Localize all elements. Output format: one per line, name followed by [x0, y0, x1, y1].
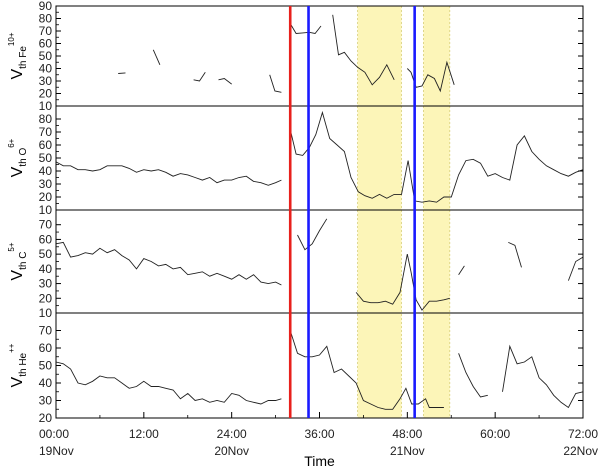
panel-he-ylabel-sup: ++ — [7, 343, 16, 353]
panel-fe-series-segment-8 — [406, 60, 455, 93]
panel-fe-ytick-label-60: 60 — [39, 37, 53, 51]
panel-fe-series-segment-7 — [332, 14, 395, 86]
panel-he-series-segment-4 — [502, 344, 584, 409]
panel-he-ylabel-sub: th He — [18, 352, 29, 376]
panel-c-ylabel-sub: th C — [18, 252, 29, 270]
panel-fe-ytick-label-20: 20 — [39, 87, 53, 101]
x-axis: 00:00 19Nov 12:00 24:00 20Nov 36:00 48:00 21Nov… — [39, 412, 598, 458]
panel-c-ytick-label-20: 20 — [39, 291, 53, 305]
xtick-label-36: 36:00 — [304, 427, 334, 441]
panel-he-ylabel: Vth He++ — [7, 343, 29, 387]
panel-o-ytick-label-50: 50 — [39, 151, 53, 165]
panel-o-ylabel-sup: 6+ — [7, 138, 16, 147]
panel-o-ylabel: Vth O6+ — [7, 138, 29, 177]
panel-fe-series-segment-2 — [152, 49, 161, 65]
panel-fe-ytick-label-30: 30 — [39, 74, 53, 88]
panel-c-series-segment-5 — [508, 241, 522, 268]
panel-he-ytick-label-70: 70 — [39, 324, 53, 338]
xtick-label-12: 12:00 — [129, 427, 159, 441]
panel-o-ytick-label-70: 70 — [39, 125, 53, 139]
panel-c-ytick-label-30: 30 — [39, 277, 53, 291]
panel-c-ylabel-sup: 5+ — [7, 242, 16, 251]
panel-he-ytick-label-40: 40 — [39, 376, 53, 390]
panel-c-ylabel-main: V — [9, 270, 26, 281]
panel-c-series-segment-6 — [567, 256, 584, 281]
panel-c-ytick-label-40: 40 — [39, 262, 53, 276]
panel-he-frame — [55, 312, 584, 419]
panel-o-ytick-label-80: 80 — [39, 112, 53, 126]
xtick-label-72: 72:00 — [568, 427, 598, 441]
panel-fe-ytick-label-70: 70 — [39, 24, 53, 38]
panel-he: 20 30 40 50 60 70 Vth He++ — [7, 312, 584, 425]
shaded-regions — [357, 6, 451, 418]
panel-he-series-segment-3 — [458, 353, 488, 398]
panel-he-series-segment-2 — [289, 330, 444, 410]
panel-c-ytick-label-50: 50 — [39, 247, 53, 261]
panel-he-ytick-label-50: 50 — [39, 359, 53, 373]
panel-o-series-segment-2 — [289, 110, 584, 203]
xtick-date-0: 19Nov — [39, 444, 74, 458]
panel-fe-ytick-label-50: 50 — [39, 49, 53, 63]
panel-he-ylabel-main: V — [9, 376, 26, 387]
panel-fe-series-segment-6 — [289, 23, 322, 34]
panel-c-series-segment-2 — [297, 218, 328, 251]
panel-fe-series-segment-4 — [218, 78, 232, 85]
panel-c-frame — [55, 209, 584, 314]
panel-c-ytick-label-60: 60 — [39, 232, 53, 246]
shaded-region-1 — [357, 6, 402, 418]
panel-o-ylabel-main: V — [9, 166, 26, 177]
xtick-label-60: 60:00 — [480, 427, 510, 441]
xtick-label-0: 00:00 — [39, 427, 69, 441]
xtick-date-72: 22Nov — [563, 444, 598, 458]
panel-o-ytick-label-30: 30 — [39, 177, 53, 191]
panel-c-series-segment-3 — [355, 254, 450, 311]
panel-o-ytick-label-40: 40 — [39, 164, 53, 178]
panel-fe-ytick-label-90: 90 — [39, 0, 53, 13]
panel-o-ytick-label-10: 10 — [39, 203, 53, 217]
x-axis-title: Time — [304, 453, 335, 469]
panel-he-ytick-label-20: 20 — [39, 411, 53, 425]
xtick-date-24: 20Nov — [214, 444, 249, 458]
panel-fe-frame — [55, 5, 584, 107]
panel-o-ylabel-sub: th O — [18, 148, 29, 167]
panel-c-ytick-label-10: 10 — [39, 306, 53, 320]
panel-fe-ytick-label-80: 80 — [39, 12, 53, 26]
panel-fe-ylabel-sup: 10+ — [7, 32, 16, 46]
panel-he-series-segment-1 — [55, 361, 282, 405]
panel-fe-series-segment-3 — [193, 72, 206, 82]
panel-fe-ylabel: Vth Fe10+ — [7, 32, 29, 79]
xtick-label-48: 48:00 — [392, 427, 422, 441]
panel-fe-ytick-label-10: 10 — [39, 99, 53, 113]
panel-c-ylabel: Vth C5+ — [7, 242, 29, 280]
event-lines — [288, 6, 416, 418]
panel-o-ytick-label-60: 60 — [39, 138, 53, 152]
panel-fe-series-segment-1 — [118, 72, 126, 74]
panel-o-series-segment-1 — [55, 161, 282, 186]
panel-c-series-segment-1 — [55, 241, 282, 286]
panel-fe-ylabel-main: V — [9, 69, 26, 80]
panel-c-ytick-label-70: 70 — [39, 218, 53, 232]
panel-o-ytick-label-20: 20 — [39, 190, 53, 204]
panel-fe-series-segment-5 — [269, 74, 282, 93]
panel-he-ytick-label-60: 60 — [39, 341, 53, 355]
panel-fe-ytick-label-40: 40 — [39, 62, 53, 76]
xtick-date-48: 21Nov — [390, 444, 425, 458]
xtick-label-24: 24:00 — [217, 427, 247, 441]
panel-fe-ylabel-sub: th Fe — [18, 46, 29, 69]
panel-c-series-segment-4 — [458, 265, 465, 275]
panel-he-ytick-label-30: 30 — [39, 394, 53, 408]
